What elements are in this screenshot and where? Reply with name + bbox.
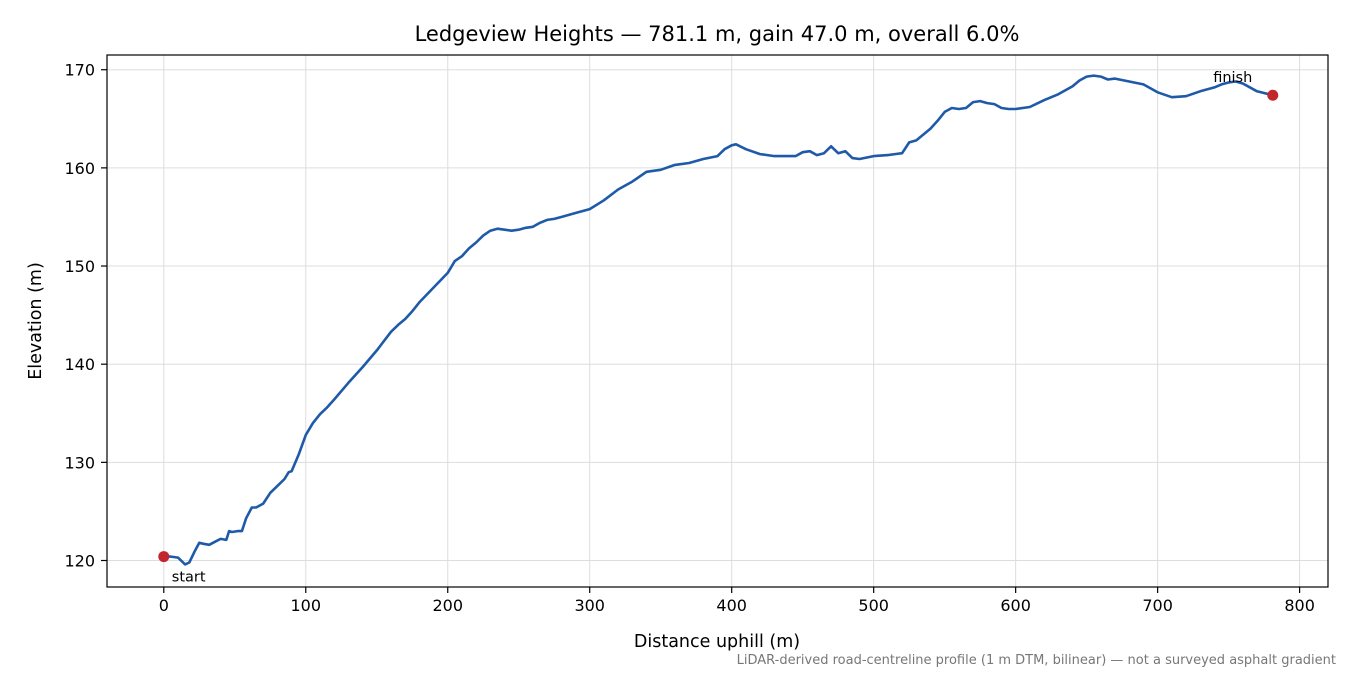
source-caption: LiDAR-derived road-centreline profile (1… xyxy=(737,653,1336,668)
tick-layer: 0 100 200 300 400 500 600 700 800 120 130 140 150 160… xyxy=(64,61,1314,615)
y-tick-label: 140 xyxy=(64,355,95,374)
y-tick-label: 160 xyxy=(64,159,95,178)
x-tick-label: 500 xyxy=(858,596,889,615)
y-tick-label: 130 xyxy=(64,453,95,472)
x-tick-label: 100 xyxy=(290,596,321,615)
x-tick-label: 400 xyxy=(716,596,747,615)
marker-layer: start finish xyxy=(158,70,1279,586)
x-tick-label: 600 xyxy=(1000,596,1031,615)
start-marker xyxy=(158,551,170,563)
x-tick-label: 300 xyxy=(574,596,605,615)
y-tick-label: 120 xyxy=(64,551,95,570)
y-axis-label: Elevation (m) xyxy=(26,262,46,380)
x-tick-label: 200 xyxy=(432,596,463,615)
y-tick-label: 170 xyxy=(64,61,95,80)
finish-marker xyxy=(1267,89,1279,101)
series-layer xyxy=(162,74,1275,566)
y-tick-label: 150 xyxy=(64,257,95,276)
x-tick-label: 0 xyxy=(159,596,169,615)
finish-label: finish xyxy=(1213,70,1252,86)
x-tick-label: 800 xyxy=(1284,596,1315,615)
plot-frame xyxy=(106,54,1329,588)
start-label: start xyxy=(172,570,206,586)
chart-title: Ledgeview Heights — 781.1 m, gain 47.0 m… xyxy=(415,22,1020,46)
x-tick-label: 700 xyxy=(1142,596,1173,615)
grid-layer xyxy=(107,55,1328,587)
x-axis-label: Distance uphill (m) xyxy=(634,632,800,652)
elevation-line xyxy=(162,74,1275,566)
